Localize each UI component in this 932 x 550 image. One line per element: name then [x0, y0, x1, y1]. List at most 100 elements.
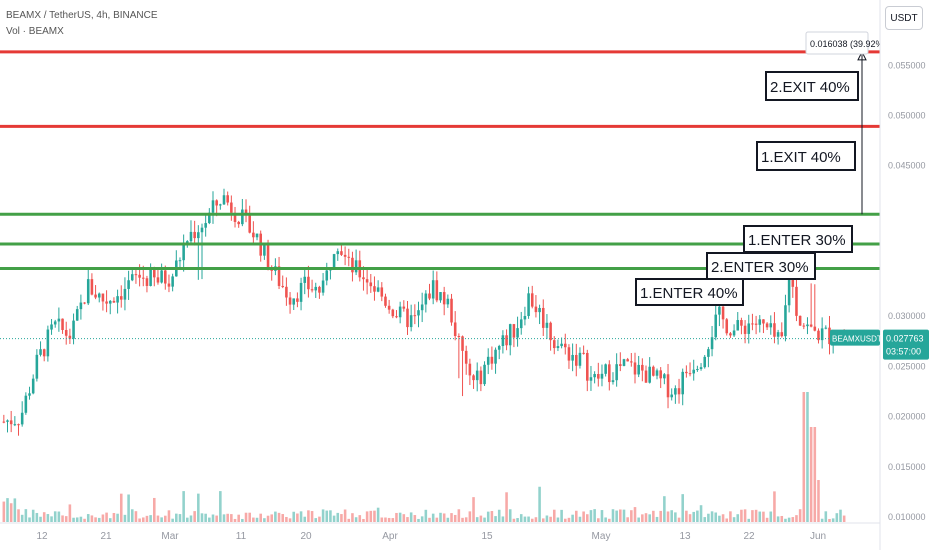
volume-bar — [663, 496, 666, 522]
candle-body — [46, 329, 50, 357]
volume-bar — [354, 517, 358, 522]
candle-body — [230, 202, 233, 213]
candle-body — [340, 251, 343, 255]
volume-bar — [556, 517, 560, 522]
volume-bar — [420, 516, 424, 522]
volume-bar — [604, 517, 607, 522]
candle-body — [512, 324, 516, 338]
currency-button[interactable]: USDT — [885, 6, 923, 30]
price-axis[interactable]: 0.055000 0.050000 0.045000 0.030000 0.025000… — [830, 0, 932, 550]
volume-bar — [842, 515, 846, 522]
candle-body — [707, 349, 710, 357]
candle-body — [549, 322, 552, 341]
candle-body — [277, 266, 281, 286]
candle-body — [332, 254, 336, 268]
candle-body — [663, 374, 666, 379]
volume-bar — [630, 510, 633, 522]
candle-body — [483, 364, 486, 385]
candle-body — [604, 364, 607, 374]
volume-bar — [784, 518, 787, 522]
volume-bar — [464, 517, 468, 522]
volume-bar — [813, 427, 817, 522]
volume-bar — [571, 514, 574, 522]
candle-body — [90, 279, 94, 295]
volume-bar — [182, 491, 185, 522]
candle-body — [50, 324, 53, 330]
candle-body — [200, 227, 204, 233]
candle-body — [435, 280, 439, 301]
volume-bar — [762, 511, 765, 522]
volume-bar — [175, 513, 178, 522]
volume-bar — [42, 512, 46, 522]
annotation-box — [765, 71, 859, 101]
volume-bar — [186, 517, 189, 522]
volume-bar — [736, 514, 740, 522]
candle-body — [615, 364, 618, 381]
candle-body — [637, 364, 640, 375]
volume-bar — [171, 518, 174, 522]
volume-bar — [31, 509, 35, 522]
volume-bar — [387, 517, 391, 522]
candle-body — [670, 394, 673, 398]
volume-bar — [116, 513, 119, 522]
candle-body — [127, 280, 130, 289]
candle-body — [105, 301, 108, 304]
volume-bar — [439, 512, 442, 522]
candle-body — [780, 332, 784, 337]
candle-body — [252, 232, 255, 238]
volume-bar — [46, 514, 50, 522]
candle-body — [310, 289, 314, 291]
candle-body — [204, 223, 207, 228]
volume-bar — [94, 517, 97, 522]
countdown-label: 03:57:00 — [886, 347, 921, 357]
volume-bar — [619, 509, 622, 522]
volume-bar — [578, 516, 582, 522]
candle-body — [17, 424, 20, 426]
candle-body — [486, 356, 490, 365]
volume-bar — [597, 518, 600, 522]
volume-bar — [200, 513, 204, 522]
candle-body — [9, 420, 13, 425]
volume-bar — [758, 511, 762, 522]
volume-bar — [237, 514, 240, 522]
candle-body — [398, 306, 402, 318]
measure-tool[interactable]: 0.016038 (39.92%) — [805, 31, 887, 215]
volume-bar — [274, 511, 277, 522]
volume-bar — [707, 513, 710, 522]
candle-body — [457, 336, 461, 338]
volume-bar — [61, 515, 64, 522]
volume-bar — [255, 517, 259, 522]
candle-body — [508, 324, 512, 346]
candle-body — [751, 323, 754, 325]
volume-bar — [494, 516, 497, 522]
volume-bar — [222, 514, 226, 522]
time-axis[interactable]: 12 21 Mar 11 20 Apr 15 May 13 22 Jun — [0, 522, 880, 542]
volume-bar — [567, 517, 571, 522]
volume-bar — [608, 518, 611, 522]
candle-body — [523, 316, 527, 320]
volume-bar — [156, 515, 160, 522]
volume-bar — [119, 493, 123, 522]
annotation-box — [706, 252, 816, 280]
volume-bar — [160, 517, 163, 522]
time-tick-label: 11 — [236, 531, 247, 542]
volume-indicator-title: Vol · BEAMX — [6, 26, 64, 37]
volume-bar — [519, 514, 523, 522]
candle-body — [479, 370, 483, 385]
volume-bar — [332, 515, 336, 522]
candle-body — [24, 395, 28, 413]
candle-body — [409, 315, 413, 328]
volume-bar — [244, 512, 248, 522]
price-tick-label: 0.020000 — [888, 412, 926, 422]
volume-bar — [307, 510, 310, 522]
candle-body — [417, 310, 420, 316]
candle-body — [802, 325, 806, 327]
volume-bar — [442, 513, 446, 522]
candle-body — [762, 319, 765, 324]
volume-bar — [189, 515, 193, 522]
volume-bar — [123, 514, 127, 522]
volume-bar — [747, 518, 751, 522]
volume-bar — [68, 504, 72, 522]
trade-annotations[interactable]: 2.EXIT 40% 1.EXIT 40% 1.ENTER 30% 2.ENTER 3… — [635, 71, 859, 306]
